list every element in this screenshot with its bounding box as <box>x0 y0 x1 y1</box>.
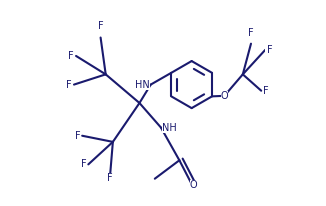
Text: F: F <box>68 51 74 61</box>
Text: F: F <box>98 21 103 31</box>
Text: F: F <box>66 80 72 90</box>
Text: F: F <box>263 86 269 96</box>
Text: F: F <box>267 45 273 55</box>
Text: HN: HN <box>135 80 150 90</box>
Text: F: F <box>75 131 80 141</box>
Text: F: F <box>107 173 112 183</box>
Text: O: O <box>190 180 198 190</box>
Text: F: F <box>248 28 254 37</box>
Text: F: F <box>81 159 86 169</box>
Text: O: O <box>221 91 228 101</box>
Text: NH: NH <box>162 123 177 132</box>
